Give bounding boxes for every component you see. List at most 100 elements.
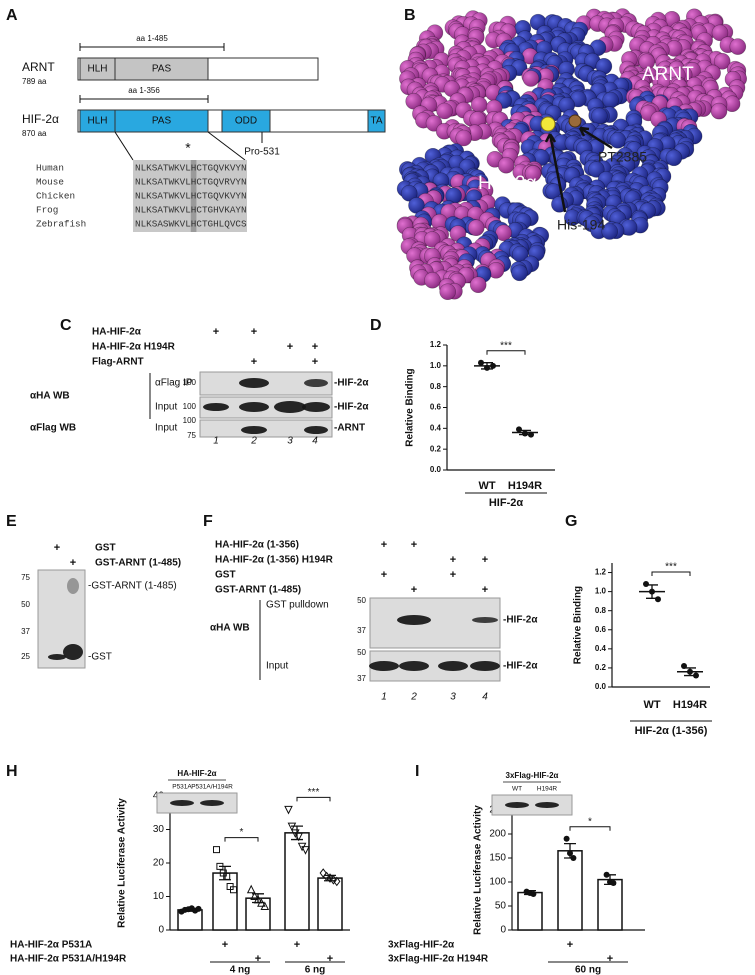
atom bbox=[405, 92, 423, 110]
label: HA-HIF-2α (1-356) bbox=[215, 540, 299, 551]
label: + bbox=[54, 542, 60, 554]
label: 4 bbox=[312, 436, 318, 447]
significance-bracket bbox=[569, 826, 611, 831]
label: GST bbox=[215, 570, 236, 581]
label: + bbox=[213, 326, 219, 338]
band bbox=[239, 378, 269, 388]
label: -HIF-2α bbox=[334, 378, 369, 389]
band bbox=[472, 617, 498, 623]
label: + bbox=[411, 539, 417, 551]
band bbox=[535, 802, 559, 808]
label: + bbox=[255, 953, 261, 965]
label: 2 bbox=[410, 692, 417, 703]
label: Flag-ARNT bbox=[92, 357, 144, 368]
y-tick-label: 1.0 bbox=[595, 587, 607, 596]
label: HA-HIF-2α P531A/H194R bbox=[10, 954, 127, 965]
band bbox=[67, 578, 79, 594]
y-axis-label: Relative Luciferase Activity bbox=[473, 805, 484, 935]
y-tick-label: 1.0 bbox=[430, 361, 442, 370]
data-point bbox=[649, 588, 655, 595]
data-point bbox=[490, 362, 496, 369]
conserved-column bbox=[190, 160, 197, 232]
label: -GST-ARNT (1-485) bbox=[88, 581, 177, 592]
label: 4 ng bbox=[230, 965, 251, 975]
band bbox=[63, 644, 83, 660]
label: -GST bbox=[88, 652, 112, 663]
arrow bbox=[544, 133, 567, 213]
blot bbox=[369, 597, 501, 649]
label: 50 bbox=[357, 596, 366, 605]
label: WT bbox=[643, 699, 660, 711]
label: PAS bbox=[152, 64, 172, 75]
data-point bbox=[563, 835, 570, 842]
label: + bbox=[607, 953, 613, 965]
data-point bbox=[655, 596, 661, 603]
label: NLKSATWKVLHCTGQVKVYN bbox=[135, 190, 247, 201]
label: NLKSATWKVLHCTGHVKAYN bbox=[135, 204, 247, 215]
y-tick-label: 200 bbox=[489, 829, 506, 840]
y-tick-label: 150 bbox=[489, 853, 506, 864]
band bbox=[274, 401, 306, 413]
data-point bbox=[287, 822, 297, 832]
data-point bbox=[230, 886, 237, 894]
data-point bbox=[319, 868, 327, 878]
label: PT2385 bbox=[598, 149, 647, 165]
label: 2 bbox=[250, 436, 257, 447]
data-point bbox=[516, 426, 522, 433]
label: 60 ng bbox=[575, 965, 601, 975]
label: + bbox=[381, 539, 387, 551]
label: 3xFlag-HIF-2α bbox=[388, 940, 455, 951]
y-tick-label: 0 bbox=[500, 925, 506, 936]
data-point bbox=[257, 898, 266, 907]
data-point bbox=[294, 832, 304, 842]
label: 100 bbox=[183, 402, 197, 411]
label: + bbox=[251, 356, 257, 368]
label: + bbox=[294, 939, 300, 951]
bar bbox=[245, 897, 271, 931]
label: A bbox=[6, 7, 18, 24]
label: * bbox=[588, 816, 592, 827]
label: ARNT bbox=[642, 64, 694, 85]
atom bbox=[467, 219, 485, 236]
y-tick-label: 0.2 bbox=[430, 444, 442, 453]
label: + bbox=[450, 554, 456, 566]
label: αFlag WB bbox=[30, 423, 76, 434]
band bbox=[48, 654, 66, 660]
rule bbox=[114, 131, 134, 161]
label: 50 bbox=[21, 600, 30, 609]
y-tick-label: 10 bbox=[153, 891, 165, 902]
atom bbox=[469, 276, 487, 294]
label: P531A/H194R bbox=[191, 784, 233, 791]
label: Input bbox=[266, 661, 288, 672]
label: ARNT bbox=[22, 60, 55, 74]
label: E bbox=[6, 513, 17, 530]
bar bbox=[597, 878, 623, 931]
data-point bbox=[522, 430, 528, 437]
atom bbox=[710, 102, 728, 120]
atom bbox=[609, 131, 627, 149]
label: 37 bbox=[357, 626, 366, 635]
label: * bbox=[240, 827, 244, 838]
bar bbox=[557, 850, 583, 931]
data-point bbox=[260, 901, 270, 911]
atom bbox=[455, 129, 473, 147]
label: HA-HIF-2α bbox=[92, 327, 142, 338]
bar bbox=[517, 891, 543, 931]
data-point bbox=[603, 871, 610, 878]
y-tick-label: 0.2 bbox=[595, 663, 607, 672]
y-tick-label: 20 bbox=[153, 858, 165, 869]
label: + bbox=[287, 341, 293, 353]
label: 50 bbox=[357, 648, 366, 657]
data-point bbox=[681, 663, 687, 670]
atom bbox=[711, 24, 729, 42]
label: αHA WB bbox=[30, 391, 70, 402]
label: 100 bbox=[183, 416, 197, 425]
y-tick-label: 1.2 bbox=[430, 340, 442, 349]
label: WT bbox=[478, 480, 495, 492]
label: Zebrafish bbox=[36, 218, 86, 229]
label: Chicken bbox=[36, 190, 75, 201]
atom bbox=[601, 223, 619, 240]
label: 37 bbox=[357, 674, 366, 683]
arrow bbox=[578, 126, 613, 150]
label: WT bbox=[512, 786, 522, 793]
